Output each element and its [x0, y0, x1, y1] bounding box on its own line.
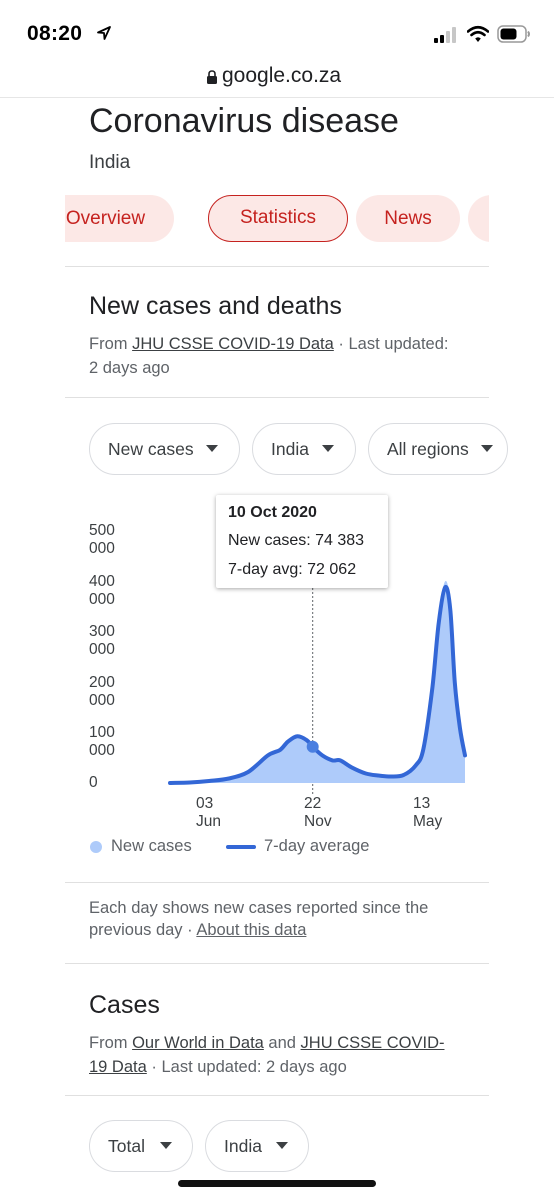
tooltip-new-cases: New cases: 74 383 — [228, 532, 365, 549]
location-arrow-icon — [97, 26, 111, 40]
y-tick-label: 200 000 — [89, 674, 115, 709]
caret-down-icon — [160, 1142, 172, 1149]
tab-overview[interactable]: Overview — [65, 195, 174, 242]
cases-source-and: and — [263, 1034, 301, 1052]
filter-country-dropdown[interactable]: India — [252, 423, 356, 475]
legend-new-cases-label: New cases — [111, 837, 192, 855]
y-tick-label: 0 — [89, 774, 98, 791]
cellular-signal-icon — [434, 27, 456, 43]
url-domain: google.co.za — [222, 64, 342, 87]
cases-source-from: From — [89, 1034, 133, 1052]
filter-region-dropdown[interactable]: All regions — [368, 423, 508, 475]
y-tick-label: 300 000 — [89, 623, 115, 658]
chart-tooltip: 10 Oct 2020 New cases: 74 383 7-day avg:… — [216, 495, 388, 588]
address-bar[interactable]: google.co.za — [0, 62, 554, 98]
last-updated: 2 days ago — [89, 359, 170, 377]
filter-region-label: All regions — [387, 439, 469, 459]
seven-day-average-line — [168, 584, 467, 785]
battery-icon — [497, 25, 530, 43]
source-link-owid[interactable]: Our World in Data — [132, 1034, 264, 1052]
caret-down-icon — [276, 1142, 288, 1149]
note-text: Each day shows new cases reported since … — [89, 899, 429, 939]
source-link-jhu-b[interactable]: 19 Data — [89, 1058, 147, 1076]
cases-last-updated: · Last updated: 2 days ago — [146, 1058, 347, 1076]
source-link-jhu-a[interactable]: JHU CSSE COVID- — [300, 1034, 445, 1052]
about-data-link[interactable]: About this data — [196, 921, 307, 939]
divider — [65, 882, 489, 883]
x-tick-label: 13 May — [413, 795, 443, 830]
source-link-jhu[interactable]: JHU CSSE COVID-19 Data — [132, 335, 334, 353]
divider — [65, 266, 489, 267]
new-cases-area — [170, 580, 465, 783]
tooltip-date: 10 Oct 2020 — [228, 504, 317, 521]
filter-cases-country-dropdown[interactable]: India — [205, 1120, 309, 1172]
wifi-icon — [467, 25, 489, 42]
y-tick-label: 400 000 — [89, 573, 115, 608]
source-line: From JHU CSSE COVID-19 Data · Last updat… — [89, 332, 469, 380]
tab-statistics[interactable]: Statistics — [208, 195, 348, 242]
caret-down-icon — [322, 445, 334, 452]
filter-metric-label: New cases — [108, 439, 194, 459]
page-subtitle: India — [89, 152, 131, 173]
lock-icon — [207, 70, 217, 84]
tooltip-avg: 7-day avg: 72 062 — [228, 561, 357, 578]
page-title: Coronavirus disease — [89, 102, 399, 140]
caret-down-icon — [206, 445, 218, 452]
tab-news[interactable]: News — [356, 195, 460, 242]
home-indicator — [178, 1180, 376, 1187]
status-bar: 08:20 — [0, 0, 554, 62]
filter-country-label: India — [271, 439, 309, 459]
tab-strip: Overview Statistics News — [65, 195, 489, 245]
tab-more[interactable] — [468, 195, 489, 242]
legend-new-cases-swatch — [90, 841, 102, 853]
y-tick-label: 500 000 — [89, 522, 115, 557]
status-time: 08:20 — [27, 22, 83, 45]
divider — [65, 963, 489, 964]
section-title-new-cases: New cases and deaths — [89, 292, 342, 320]
divider — [65, 397, 489, 398]
divider — [65, 1095, 489, 1096]
caret-down-icon — [481, 445, 493, 452]
section-title-cases: Cases — [89, 991, 160, 1019]
x-tick-label: 22 Nov — [304, 795, 332, 830]
y-tick-label: 100 000 — [89, 724, 115, 759]
source-prefix: From — [89, 335, 133, 353]
filter-cases-country-label: India — [224, 1136, 262, 1156]
legend-average-label: 7-day average — [264, 837, 370, 855]
note-separator: · — [182, 921, 197, 939]
highlight-point[interactable] — [306, 740, 319, 753]
chart-plot[interactable] — [0, 0, 554, 830]
lower-sections: Each day shows new cases reported since … — [65, 0, 489, 1200]
filter-total-dropdown[interactable]: Total — [89, 1120, 193, 1172]
cases-source-line: From Our World in Data and JHU CSSE COVI… — [89, 1031, 469, 1079]
legend-average-swatch — [226, 845, 256, 849]
filter-total-label: Total — [108, 1136, 145, 1156]
x-tick-label: 03 Jun — [196, 795, 221, 830]
filter-metric-dropdown[interactable]: New cases — [89, 423, 240, 475]
source-suffix: · Last updated: — [333, 335, 449, 353]
data-note: Each day shows new cases reported since … — [89, 897, 469, 941]
